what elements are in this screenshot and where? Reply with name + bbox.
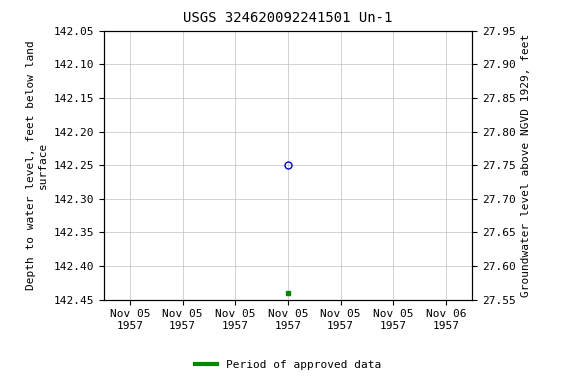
Y-axis label: Depth to water level, feet below land
surface: Depth to water level, feet below land su… <box>26 40 48 290</box>
Title: USGS 324620092241501 Un-1: USGS 324620092241501 Un-1 <box>183 12 393 25</box>
Legend: Period of approved data: Period of approved data <box>191 356 385 375</box>
Y-axis label: Groundwater level above NGVD 1929, feet: Groundwater level above NGVD 1929, feet <box>521 33 531 297</box>
